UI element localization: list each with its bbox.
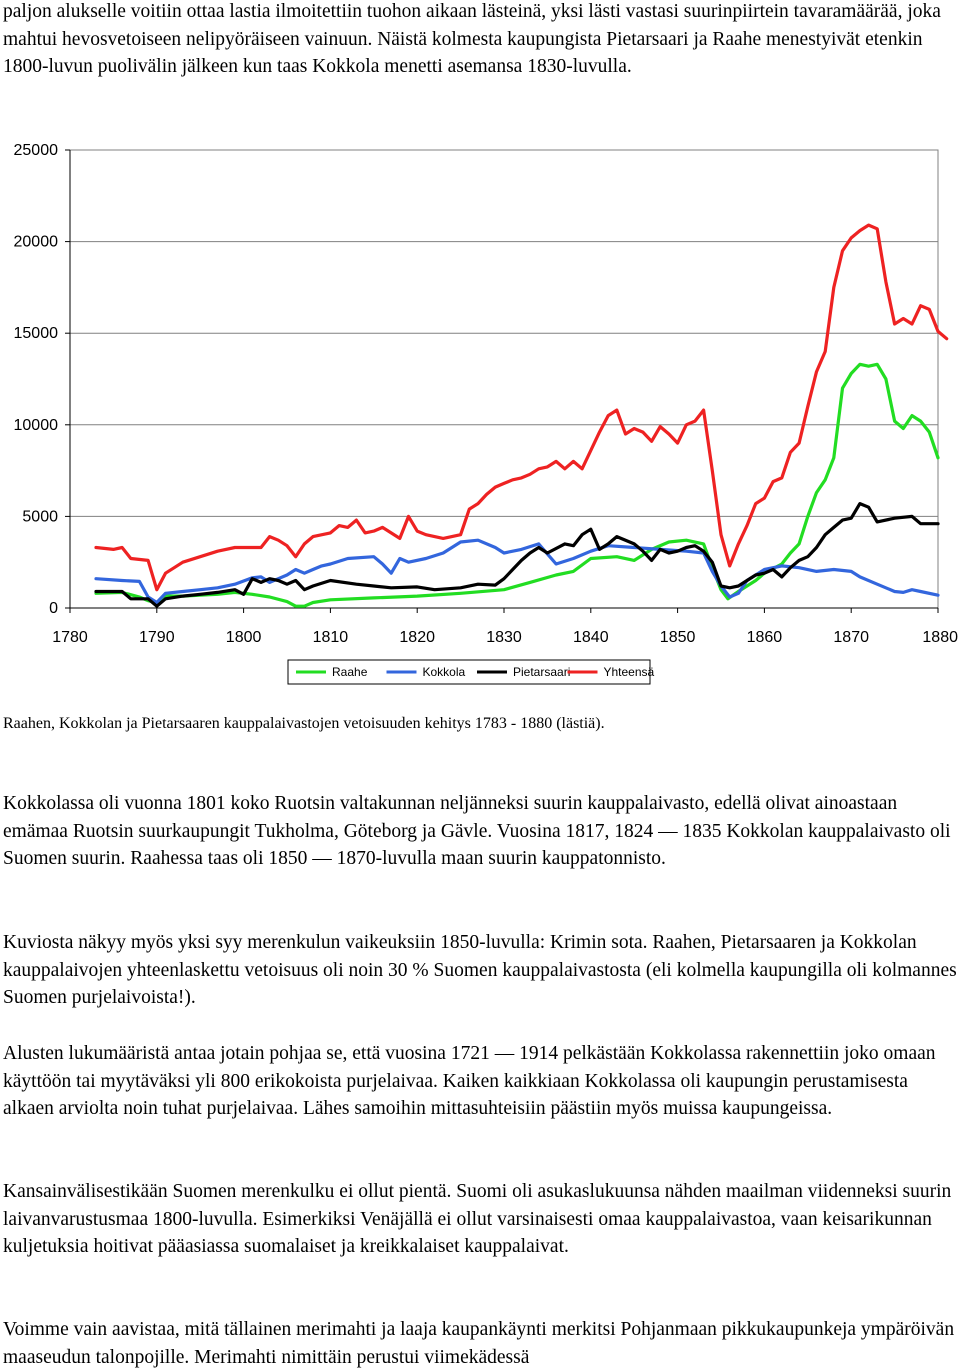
y-tick-label: 10000 [14, 417, 59, 434]
paragraph-international: Kansainvälisestikään Suomen merenkulku e… [3, 1181, 952, 1257]
x-tick-label: 1850 [660, 629, 696, 646]
chart-caption: Raahen, Kokkolan ja Pietarsaaren kauppal… [3, 715, 605, 732]
x-tick-label: 1870 [833, 629, 869, 646]
paragraph-sea-power: Voimme vain aavistaa, mitä tällainen mer… [3, 1319, 955, 1368]
chart-gridlines [69, 149, 939, 609]
x-tick-label: 1800 [226, 629, 262, 646]
legend-label: Kokkola [423, 665, 466, 679]
x-tick-label: 1810 [313, 629, 349, 646]
x-tick-label: 1820 [399, 629, 435, 646]
series-line-yhteens- [94, 223, 949, 592]
y-tick-label: 20000 [14, 234, 59, 251]
paragraph-ship-counts: Alusten lukumääristä antaa jotain pohjaa… [3, 1043, 936, 1119]
paragraph-kokkola-fleet: Kokkolassa oli vuonna 1801 koko Ruotsin … [3, 793, 951, 869]
legend-label: Raahe [332, 665, 368, 679]
series-line-kokkola [94, 538, 940, 605]
chart-series-group [94, 223, 949, 608]
paragraph-crimean-war: Kuviosta näkyy myös yksi syy merenkulun … [3, 932, 957, 1008]
x-tick-label: 1780 [52, 629, 88, 646]
y-tick-label: 15000 [14, 325, 59, 342]
series-line-pietarsaari [94, 502, 940, 608]
chart-legend: Raahe Kokkola Pietarsaari Yhteensä [287, 659, 655, 685]
x-tick-label: 1880 [922, 629, 958, 646]
legend-label: Pietarsaari [513, 665, 570, 679]
y-tick-label: 25000 [14, 142, 59, 159]
y-tick-label: 5000 [22, 508, 58, 525]
x-tick-label: 1790 [139, 629, 175, 646]
x-tick-label: 1840 [573, 629, 609, 646]
x-tick-label: 1860 [747, 629, 783, 646]
chart-axes: 0 5000 10000 15000 20000 25000 1780 1790 1800 181… [14, 142, 959, 646]
legend-label: Yhteensä [604, 665, 655, 679]
intro-paragraph: paljon alukselle voitiin ottaa lastia il… [3, 1, 941, 77]
x-tick-label: 1830 [486, 629, 522, 646]
y-tick-label: 0 [49, 600, 58, 617]
plot-area-frame [69, 149, 939, 609]
tonnage-line-chart: 0 5000 10000 15000 20000 25000 1780 1790 1800 181… [14, 142, 959, 685]
